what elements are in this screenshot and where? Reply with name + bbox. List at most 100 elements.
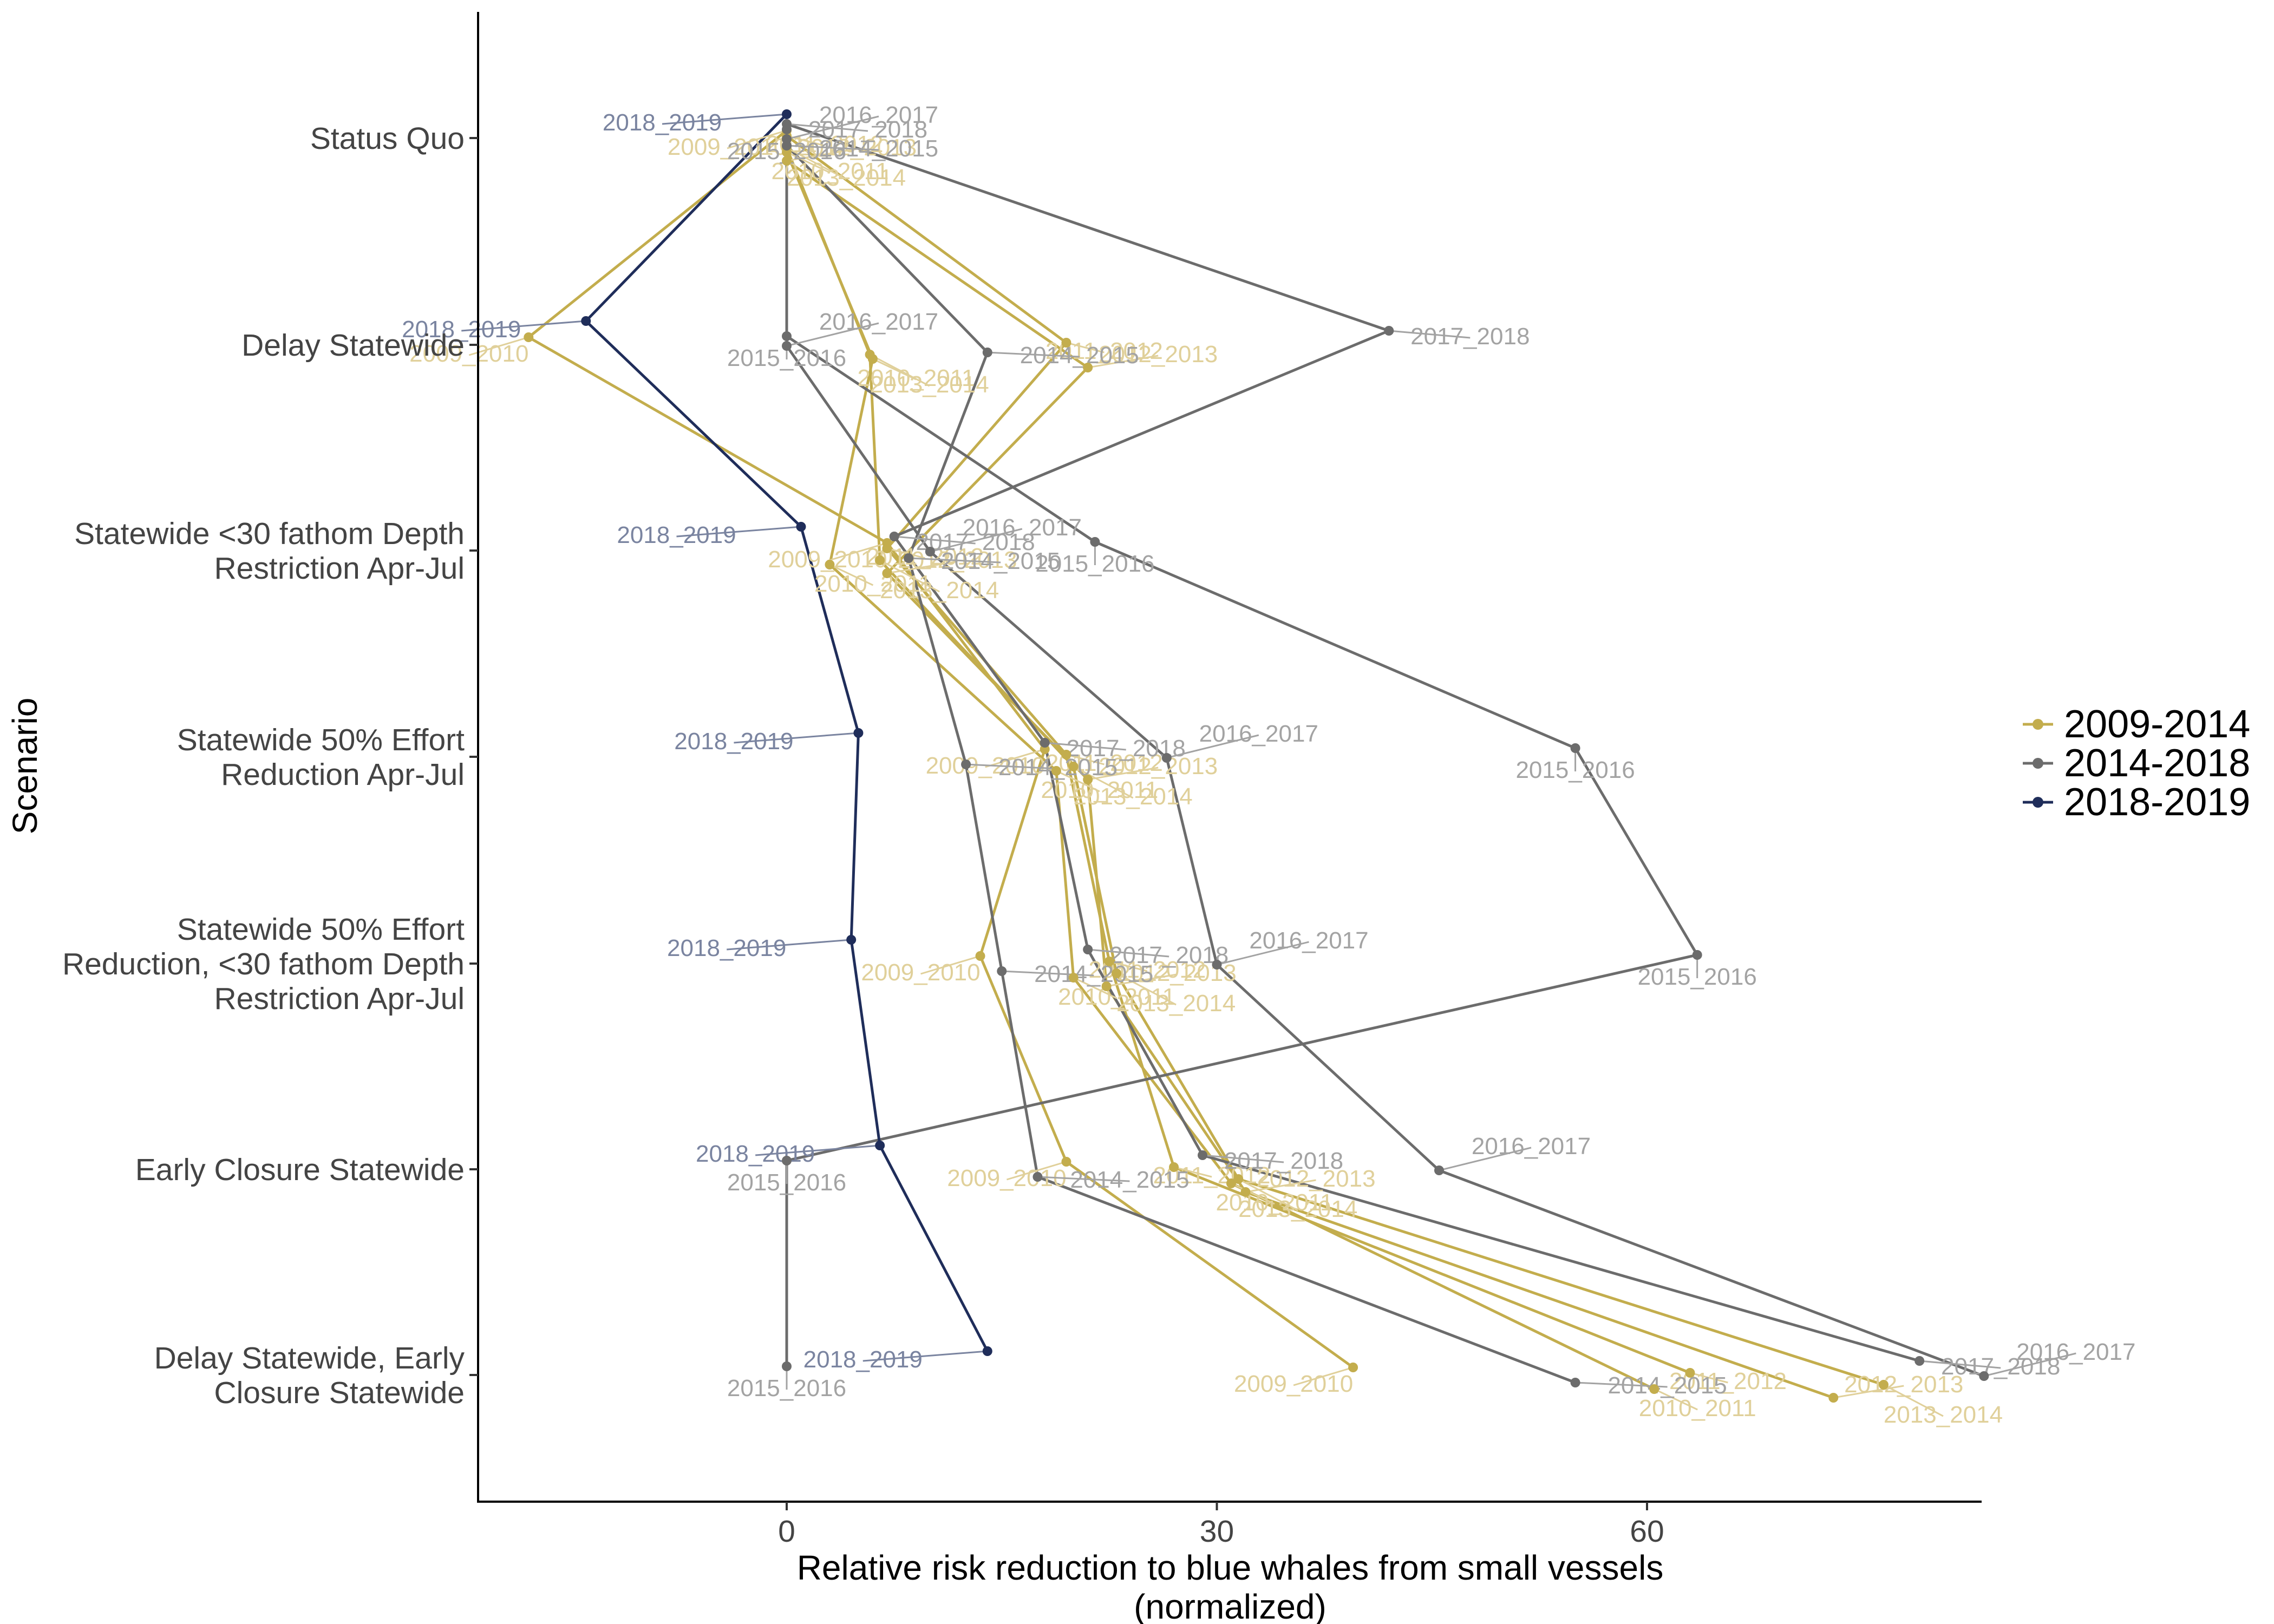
point-label-2013_2014-5: 2013_2014 [1238, 1196, 1357, 1222]
label-leader-2017_2018-3 [1044, 742, 1126, 751]
point-2016_2017-0 [782, 134, 792, 144]
label-leader-2013_2014-2 [879, 559, 940, 593]
point-2012_2013-4 [1101, 981, 1112, 991]
point-2016_2017-3 [1161, 753, 1172, 763]
label-leader-2013_2014-0 [786, 147, 847, 180]
label-leader-2013_2014-6 [1883, 1384, 1944, 1417]
y-tick-label-2-0: Statewide <30 fathom Depth [74, 516, 465, 551]
point-label-2016_2017-6: 2016_2017 [2016, 1339, 2135, 1365]
label-leader-2017_2018-5 [1202, 1154, 1284, 1163]
point-2017_2018-4 [1083, 945, 1093, 954]
point-label-2018_2019-3: 2018_2019 [674, 728, 793, 755]
point-2013_2014-6 [1878, 1380, 1889, 1390]
point-2018_2019-2 [796, 522, 806, 532]
y-tick-label-4-1: Reduction, <30 fathom Depth [62, 947, 465, 981]
point-label-2014_2015-0: 2014_2015 [819, 135, 938, 162]
point-2011_2012-4 [1104, 957, 1114, 966]
label-leader-2010_2011-2 [829, 564, 874, 586]
series-points [524, 109, 1989, 1403]
point-label-2013_2014-4: 2013_2014 [1116, 990, 1236, 1017]
label-leader-2016_2017-2 [930, 528, 1023, 553]
point-2015_2016-2 [1090, 537, 1100, 547]
point-label-2018_2019-1: 2018_2019 [402, 316, 521, 343]
point-label-2017_2018-0: 2017_2018 [808, 116, 927, 143]
point-2009_2010-1 [524, 332, 534, 342]
label-leader-2011_2012-1 [1066, 342, 1105, 353]
point-label-2009_2010-5: 2009_2010 [947, 1165, 1066, 1191]
point-label-2017_2018-5: 2017_2018 [1224, 1148, 1343, 1174]
point-label-2010_2011-4: 2010_2011 [1058, 984, 1175, 1010]
point-2012_2013-0 [782, 156, 792, 166]
label-leader-2009_2010-4 [920, 955, 981, 975]
point-2016_2017-1 [782, 341, 792, 351]
label-leader-2013_2014-1 [869, 353, 930, 387]
x-axis-title: Relative risk reduction to blue whales f… [797, 1548, 1664, 1624]
label-leader-2013_2014-3 [1073, 765, 1134, 799]
point-label-2018_2019-4: 2018_2019 [667, 935, 786, 961]
point-label-2013_2014-2: 2013_2014 [880, 577, 999, 604]
label-leader-2014_2015-4 [1002, 970, 1094, 977]
y-ticks: Status Quo Delay Statewide Statewide <30 f… [62, 121, 478, 1410]
label-leader-2018_2019-2 [676, 526, 801, 538]
x-tick-label-2: 60 [1630, 1514, 1664, 1549]
point-2017_2018-1 [1384, 326, 1394, 336]
legend-label-1: 2014-2018 [2064, 742, 2250, 785]
point-label-2015_2016-3: 2015_2016 [1515, 757, 1635, 783]
legend-label-2: 2018-2019 [2064, 781, 2250, 824]
label-leader-2010_2011-3 [1056, 770, 1100, 793]
point-2010_2011-5 [1226, 1178, 1236, 1188]
label-leader-2014_2015-2 [909, 557, 1001, 564]
label-leader-2009_2010-5 [1006, 1161, 1067, 1181]
label-leader-2011_2012-5 [1173, 1166, 1212, 1178]
label-leader-2017_2018-0 [786, 123, 868, 132]
label-leader-2011_2012-6 [1690, 1372, 1728, 1384]
point-2016_2017-4 [1212, 960, 1222, 970]
point-2010_2011-3 [1051, 766, 1061, 776]
y-tick-label-6-1: Closure Statewide [214, 1376, 465, 1410]
point-label-2010_2011-2: 2010_2011 [814, 571, 932, 597]
point-label-2017_2018-1: 2017_2018 [1410, 323, 1530, 350]
y-tick-label-5-0: Early Closure Statewide [135, 1152, 465, 1187]
label-leader-2014_2015-0 [786, 145, 879, 151]
point-label-2018_2019-2: 2018_2019 [617, 522, 736, 548]
point-label-2009_2010-4: 2009_2010 [861, 959, 980, 986]
legend-swatch-point-0 [2033, 719, 2043, 730]
point-label-2017_2018-2: 2017_2018 [916, 529, 1035, 555]
point-label-2012_2013-5: 2012_2013 [1256, 1165, 1375, 1192]
point-label-2017_2018-4: 2017_2018 [1109, 942, 1229, 968]
label-leader-2013_2014-4 [1116, 972, 1177, 1006]
point-label-2012_2013-6: 2012_2013 [1844, 1371, 1963, 1398]
point-label-2013_2014-1: 2013_2014 [870, 371, 989, 398]
point-2018_2019-0 [782, 109, 792, 119]
point-2011_2012-6 [1685, 1368, 1695, 1378]
point-2010_2011-2 [825, 560, 835, 569]
point-2015_2016-4 [1692, 950, 1702, 960]
point-label-2014_2015-1: 2014_2015 [1020, 342, 1139, 369]
point-2014_2015-3 [961, 759, 971, 769]
point-2018_2019-1 [581, 316, 591, 326]
point-labels: 2009_2010 2009_2010 2009_2010 2009_2010 2009… [402, 102, 2135, 1428]
label-leader-2011_2012-4 [1109, 960, 1148, 972]
point-2012_2013-2 [882, 568, 892, 578]
point-2014_2015-4 [997, 966, 1007, 976]
x-axis-title-line2: (normalized) [1134, 1587, 1327, 1624]
x-tick-label-1: 30 [1200, 1514, 1234, 1549]
point-2015_2016-6 [782, 1361, 792, 1371]
legend-swatch-point-1 [2033, 758, 2043, 769]
label-leader-2012_2013-6 [1833, 1385, 1904, 1399]
point-2016_2017-2 [925, 547, 935, 556]
label-leader-2010_2011-0 [786, 151, 831, 174]
y-tick-label-6-0: Delay Statewide, Early [154, 1341, 465, 1376]
point-2011_2012-5 [1169, 1162, 1179, 1172]
point-2009_2010-6 [1348, 1363, 1358, 1372]
point-2010_2011-6 [1649, 1384, 1659, 1394]
label-leader-2017_2018-6 [1919, 1360, 2001, 1369]
x-axis-title-line1: Relative risk reduction to blue whales f… [797, 1548, 1664, 1587]
label-leader-2016_2017-6 [1983, 1352, 2076, 1377]
label-leader-2012_2013-5 [1245, 1179, 1316, 1193]
y-tick-label-4-0: Statewide 50% Effort [177, 912, 465, 947]
point-label-2014_2015-6: 2014_2015 [1608, 1372, 1727, 1399]
label-leader-2010_2011-4 [1073, 977, 1118, 999]
point-label-2010_2011-5: 2010_2011 [1216, 1189, 1333, 1216]
point-label-2015_2016-2: 2015_2016 [1035, 551, 1154, 577]
